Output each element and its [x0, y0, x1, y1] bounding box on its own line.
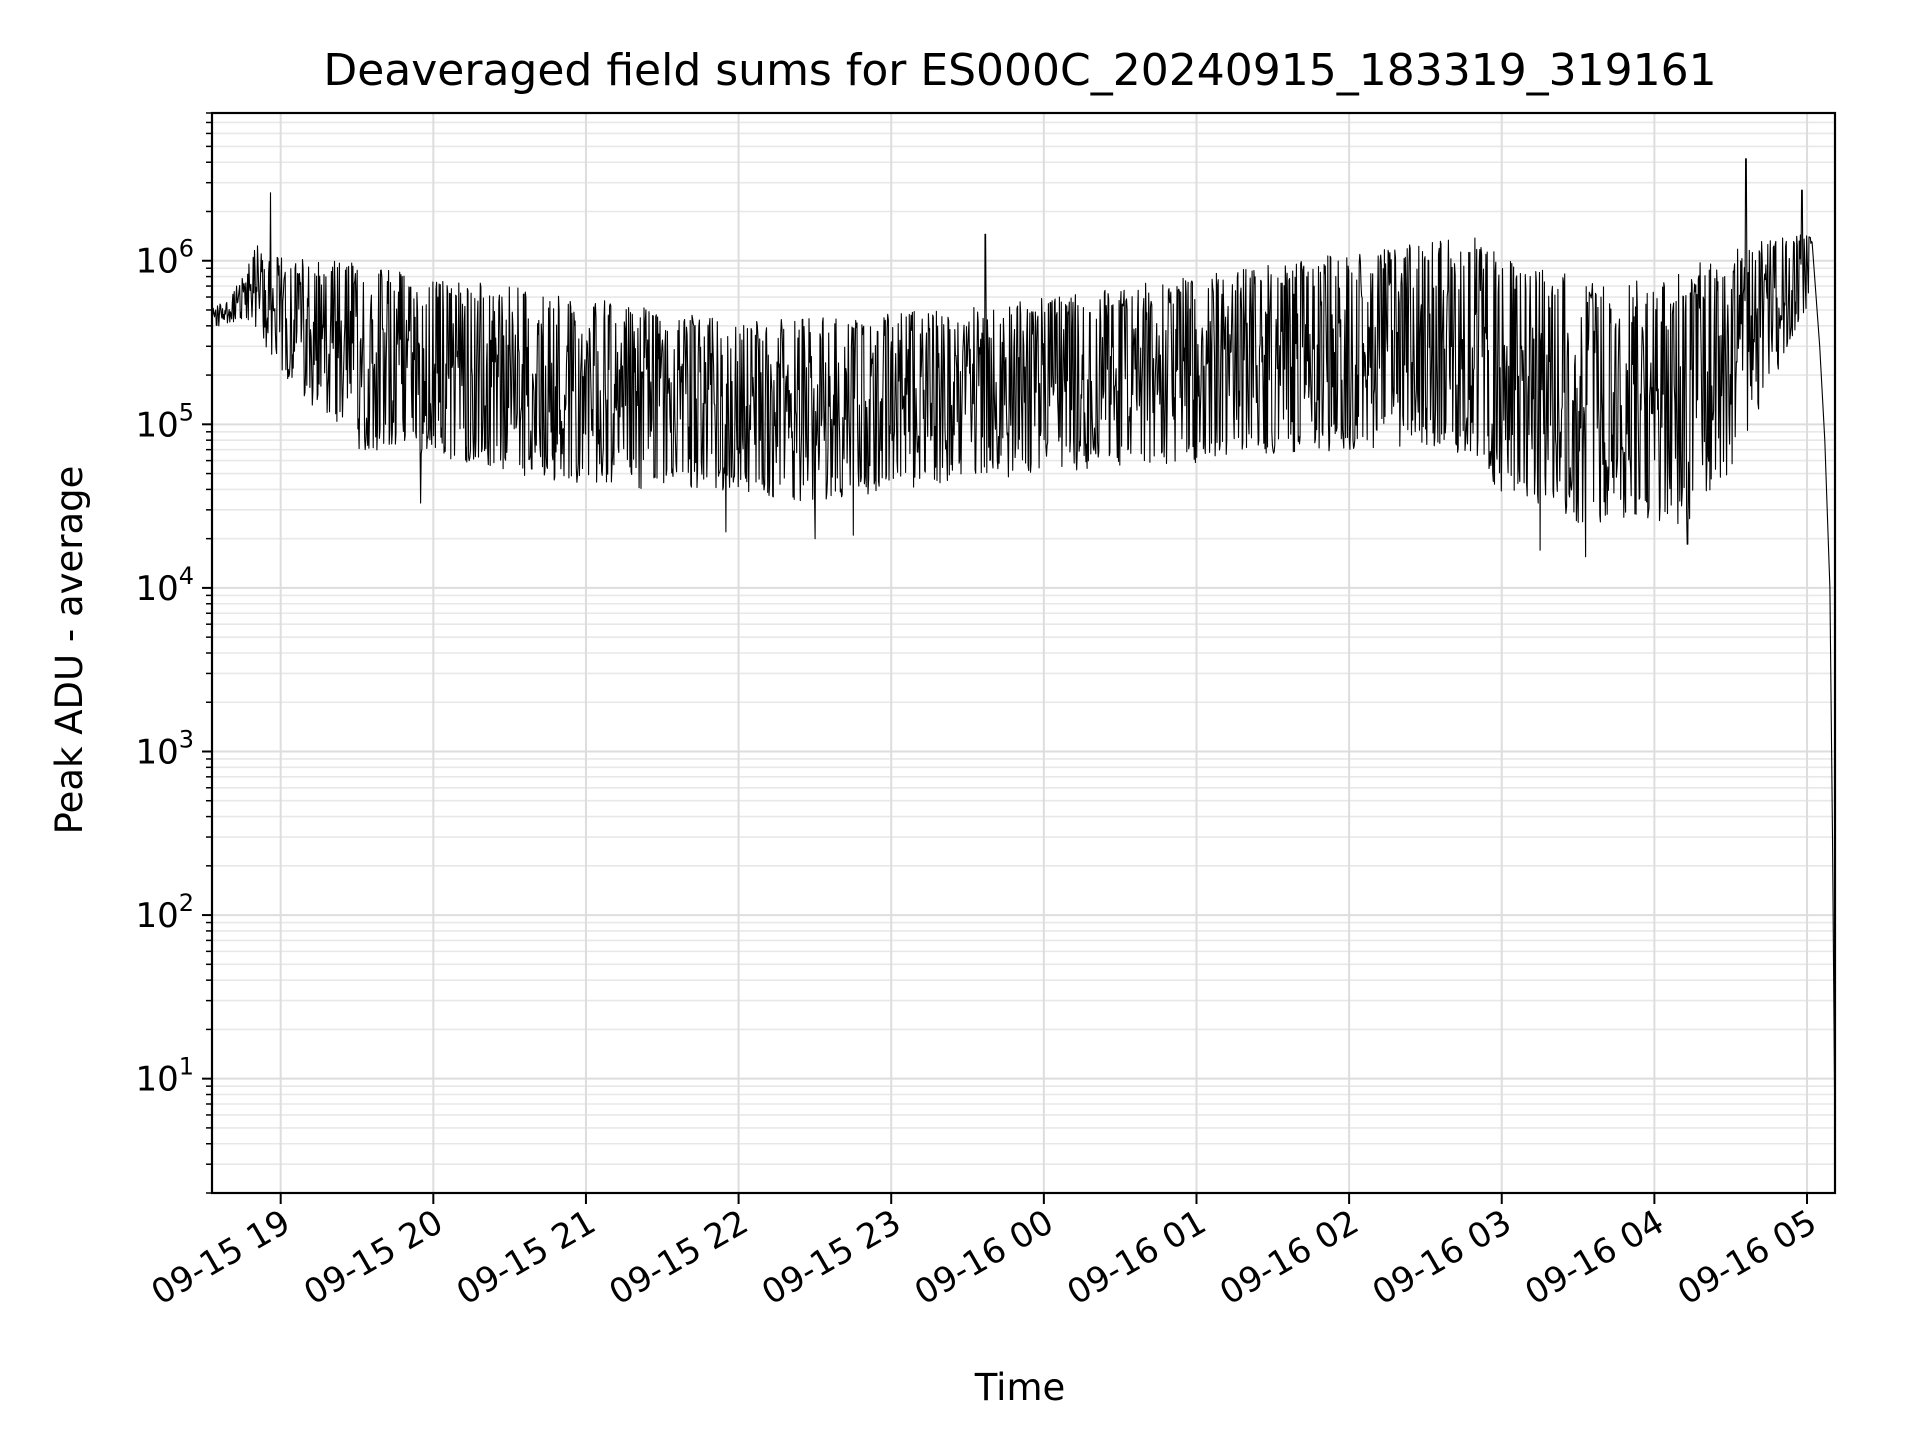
y-tick-label: 102 — [135, 889, 194, 936]
chart-title: Deaveraged field sums for ES000C_2024091… — [323, 45, 1716, 96]
y-tick-label: 106 — [135, 235, 194, 282]
grid — [212, 112, 1835, 1194]
y-tick-label: 101 — [135, 1053, 194, 1100]
y-tick-label: 103 — [135, 725, 194, 772]
x-axis-label: Time — [974, 1366, 1066, 1409]
y-tick-label: 105 — [135, 398, 194, 445]
y-tick-label: 104 — [135, 562, 194, 609]
series-line — [211, 158, 1836, 1148]
y-axis-label: Peak ADU - average — [48, 466, 91, 835]
data-line — [211, 158, 1836, 1148]
